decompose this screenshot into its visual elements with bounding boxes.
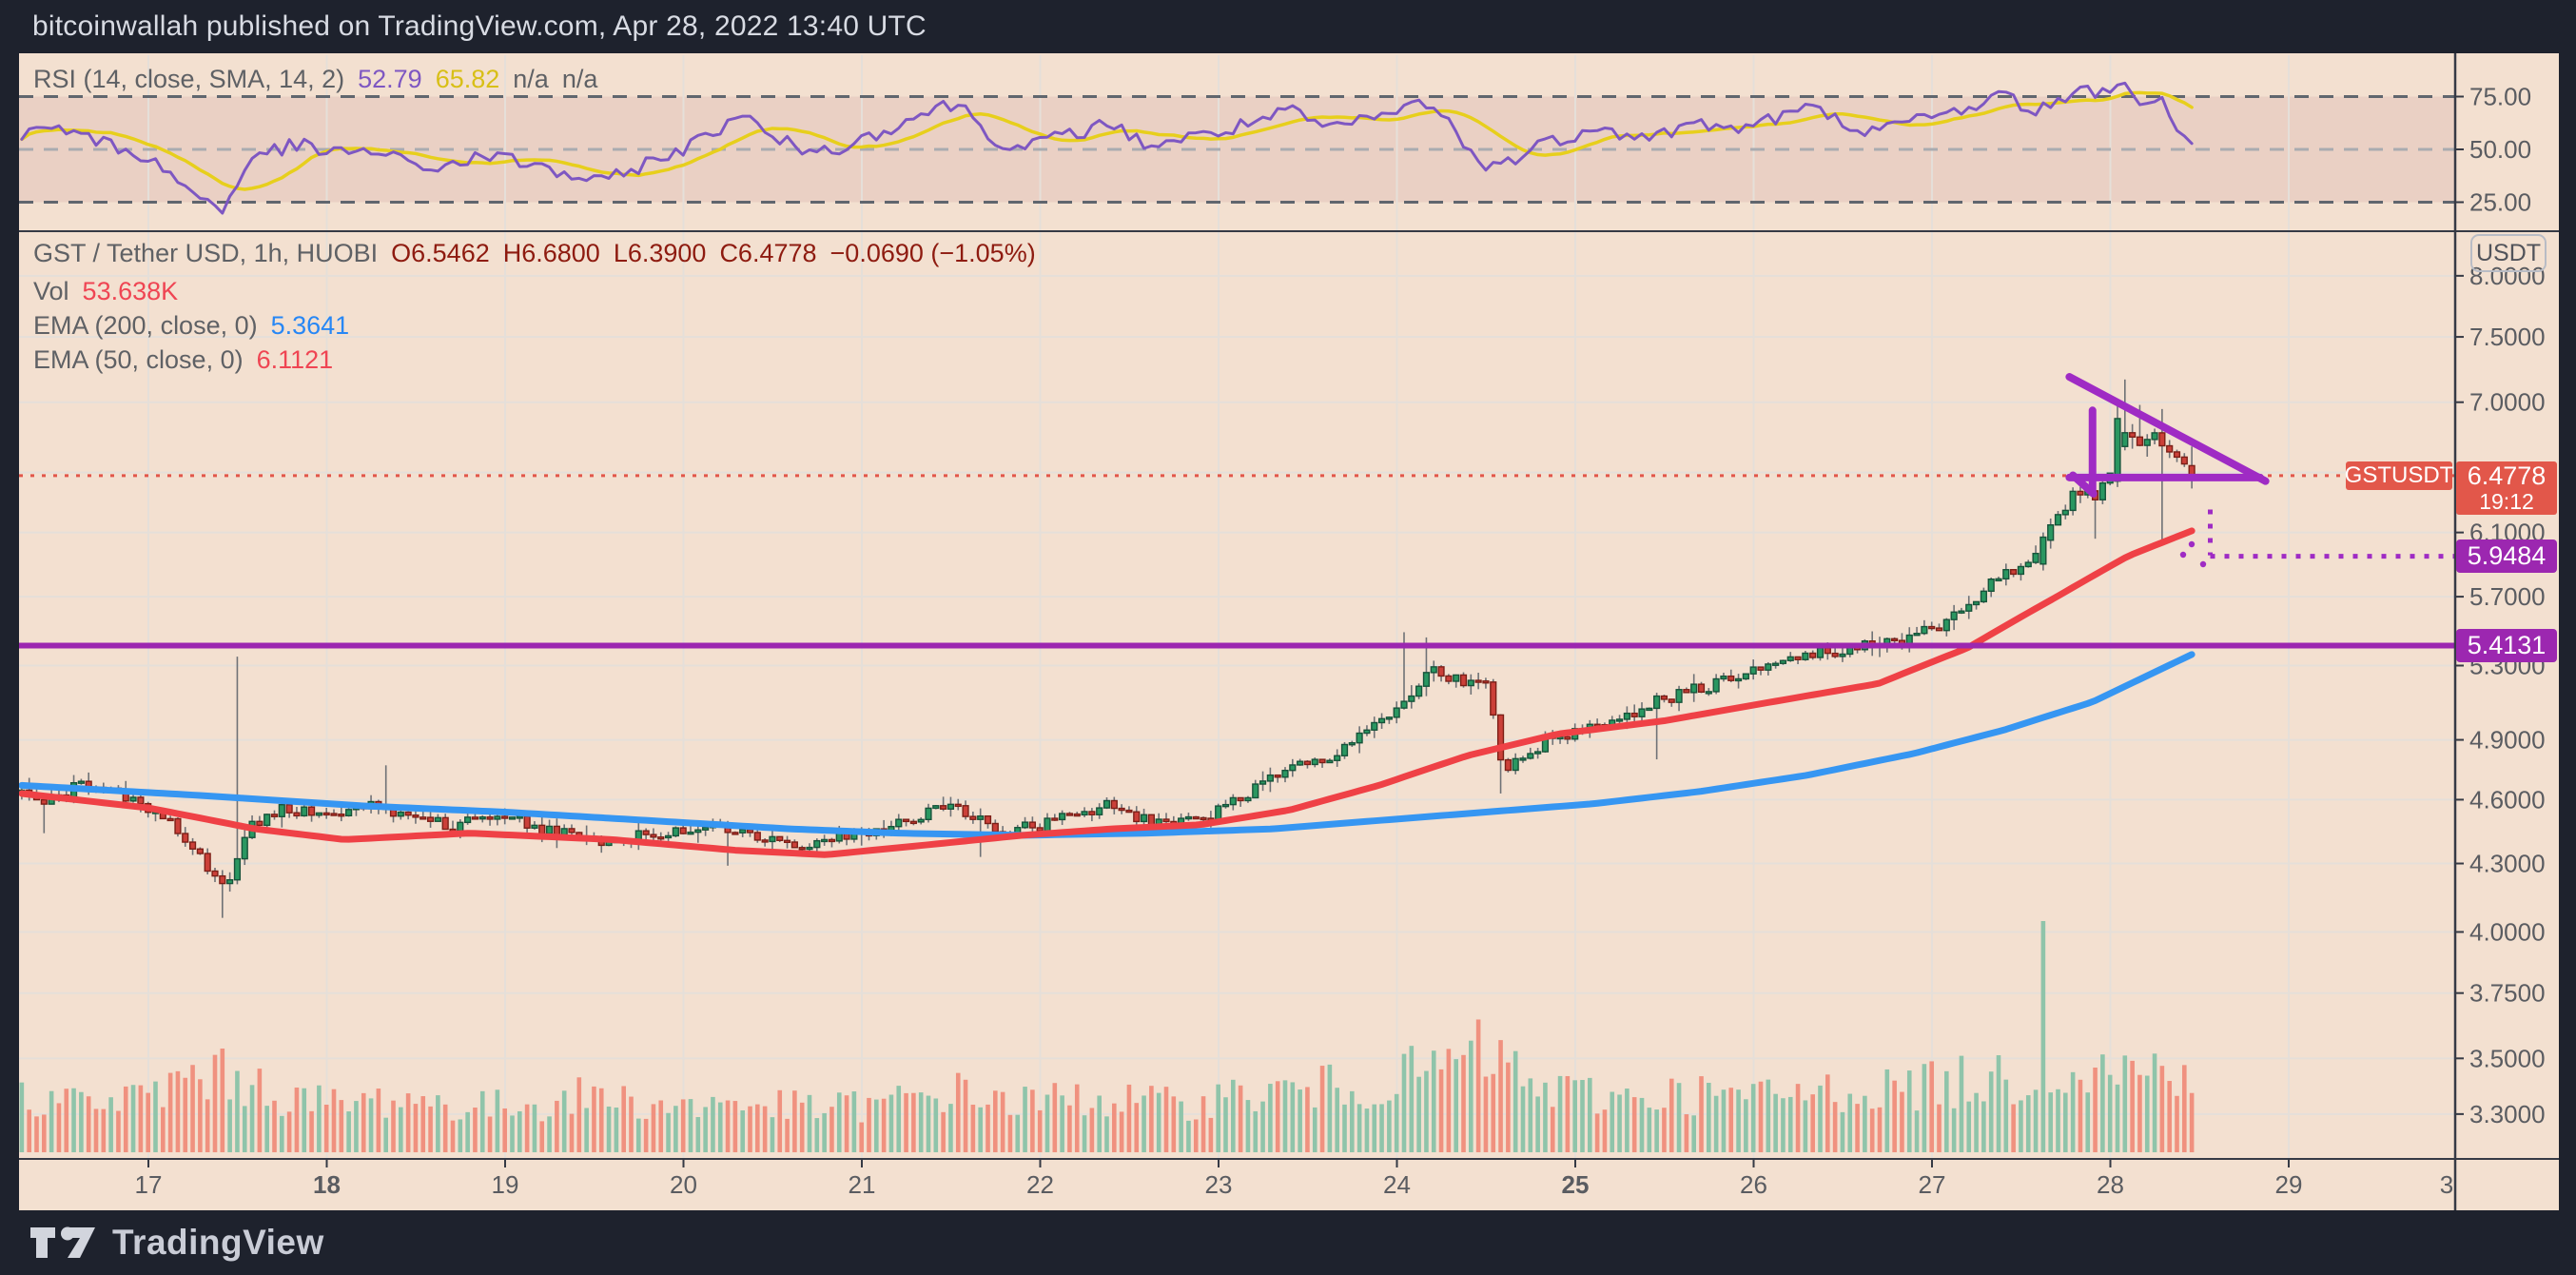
svg-text:3.7500: 3.7500 bbox=[2469, 979, 2546, 1008]
ema200-line bbox=[18, 651, 2195, 839]
ema50-line bbox=[18, 527, 2195, 858]
rsi-level-lines bbox=[19, 95, 2455, 204]
svg-text:20: 20 bbox=[670, 1170, 697, 1199]
svg-text:50.00: 50.00 bbox=[2469, 135, 2531, 164]
last-price-value: 6.4778 bbox=[2467, 461, 2547, 490]
volume-value: 53.638K bbox=[82, 277, 179, 305]
ema50-label: EMA (50, close, 0) bbox=[33, 345, 244, 374]
rsi-na-2: n/a bbox=[561, 65, 598, 93]
currency-badge[interactable]: USDT bbox=[2470, 234, 2547, 272]
ohlc-open: O6.5462 bbox=[391, 239, 490, 267]
svg-text:4.6000: 4.6000 bbox=[2469, 785, 2546, 814]
ema50-value: 6.1121 bbox=[256, 345, 334, 374]
svg-text:29: 29 bbox=[2275, 1170, 2303, 1199]
ohlc-low: L6.3900 bbox=[613, 239, 707, 267]
svg-text:4.9000: 4.9000 bbox=[2469, 726, 2546, 755]
left-margin bbox=[0, 53, 19, 1210]
volume-label: Vol bbox=[33, 277, 69, 305]
ohlc-high: H6.6800 bbox=[502, 239, 600, 267]
svg-text:3.3000: 3.3000 bbox=[2469, 1100, 2546, 1128]
panel-borders bbox=[19, 53, 2559, 1210]
rsi-axis[interactable]: 75.00 50.00 25.00 bbox=[2455, 83, 2531, 217]
svg-text:23: 23 bbox=[1205, 1170, 1233, 1199]
svg-text:28: 28 bbox=[2097, 1170, 2124, 1199]
tradingview-logo-icon[interactable] bbox=[29, 1224, 97, 1262]
volume-legend[interactable]: Vol 53.638K bbox=[33, 277, 191, 306]
svg-text:21: 21 bbox=[849, 1170, 876, 1199]
svg-text:3.5000: 3.5000 bbox=[2469, 1044, 2546, 1072]
right-margin bbox=[2559, 53, 2576, 1210]
svg-text:27: 27 bbox=[1919, 1170, 1946, 1199]
svg-text:8.0000: 8.0000 bbox=[2469, 262, 2546, 290]
svg-text:19: 19 bbox=[492, 1170, 519, 1199]
descending-triangle-drawing[interactable] bbox=[2065, 373, 2270, 498]
projection-level-tag: 5.9484 bbox=[2456, 539, 2557, 573]
ohlc-change: −0.0690 (−1.05%) bbox=[829, 239, 1036, 267]
svg-text:25: 25 bbox=[1562, 1170, 1590, 1199]
rsi-legend-label: RSI (14, close, SMA, 14, 2) bbox=[33, 65, 345, 93]
footer-bar: TradingView bbox=[0, 1210, 2576, 1275]
price-projection-drawing[interactable] bbox=[2179, 509, 2457, 568]
support-level-tag: 5.4131 bbox=[2456, 629, 2557, 662]
svg-text:24: 24 bbox=[1383, 1170, 1411, 1199]
bar-countdown: 19:12 bbox=[2479, 489, 2534, 514]
svg-text:7.5000: 7.5000 bbox=[2469, 323, 2546, 351]
header-bar: bitcoinwallah published on TradingView.c… bbox=[0, 0, 2576, 53]
symbol-price-tag: GSTUSDT bbox=[2344, 461, 2454, 490]
svg-text:26: 26 bbox=[1740, 1170, 1767, 1199]
svg-text:3: 3 bbox=[2440, 1170, 2453, 1199]
svg-text:4.3000: 4.3000 bbox=[2469, 850, 2546, 878]
time-axis[interactable]: 17 18 19 20 21 22 23 24 25 26 27 28 29 3 bbox=[135, 1159, 2454, 1199]
svg-text:4.0000: 4.0000 bbox=[2469, 917, 2546, 946]
svg-text:18: 18 bbox=[313, 1170, 341, 1199]
svg-text:7.0000: 7.0000 bbox=[2469, 388, 2546, 417]
rsi-value: 52.79 bbox=[358, 65, 422, 93]
svg-text:22: 22 bbox=[1026, 1170, 1054, 1199]
svg-text:5.7000: 5.7000 bbox=[2469, 582, 2546, 611]
ema200-label: EMA (200, close, 0) bbox=[33, 311, 258, 340]
rsi-line bbox=[20, 81, 2194, 215]
svg-text:75.00: 75.00 bbox=[2469, 83, 2531, 111]
symbol-legend[interactable]: GST / Tether USD, 1h, HUOBI O6.5462 H6.6… bbox=[33, 239, 1049, 268]
rsi-sma-line bbox=[20, 90, 2194, 191]
ema50-legend[interactable]: EMA (50, close, 0) 6.1121 bbox=[33, 345, 346, 375]
symbol-title: GST / Tether USD, 1h, HUOBI bbox=[33, 239, 379, 267]
tradingview-brand-text[interactable]: TradingView bbox=[112, 1223, 324, 1262]
svg-text:17: 17 bbox=[135, 1170, 163, 1199]
ema200-value: 5.3641 bbox=[270, 311, 350, 340]
rsi-na-1: n/a bbox=[513, 65, 549, 93]
ema200-legend[interactable]: EMA (200, close, 0) 5.3641 bbox=[33, 311, 362, 341]
ohlc-close: C6.4778 bbox=[719, 239, 817, 267]
rsi-sma-value: 65.82 bbox=[435, 65, 500, 93]
last-price-tag: 6.4778 19:12 bbox=[2456, 461, 2557, 515]
vertical-gridlines bbox=[147, 55, 2290, 1158]
header-text: bitcoinwallah published on TradingView.c… bbox=[32, 10, 927, 42]
rsi-legend[interactable]: RSI (14, close, SMA, 14, 2) 52.79 65.82 … bbox=[33, 65, 611, 94]
svg-text:25.00: 25.00 bbox=[2469, 188, 2531, 217]
volume-bars bbox=[19, 921, 2195, 1152]
